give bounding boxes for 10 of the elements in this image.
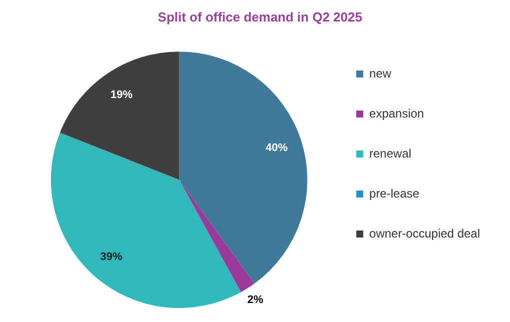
data-label: 19% — [110, 89, 133, 102]
data-label: 39% — [100, 250, 123, 263]
legend-label: expansion — [369, 106, 424, 120]
legend-label: pre-lease — [369, 186, 420, 200]
chart-title: Split of office demand in Q2 2025 — [158, 9, 362, 24]
data-label: 40% — [266, 142, 288, 154]
data-label: 2% — [247, 294, 264, 306]
legend-label: owner-occupied deal — [369, 226, 480, 240]
legend-label: renewal — [369, 146, 412, 160]
legend-label: new — [369, 66, 392, 80]
